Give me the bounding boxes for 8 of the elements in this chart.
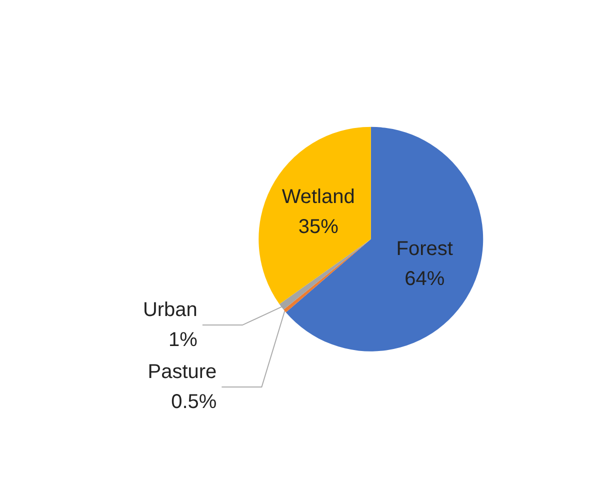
slice-label: Pasture — [148, 361, 217, 384]
slice-label: Urban — [142, 299, 198, 322]
data-label: 64% — [404, 268, 445, 290]
data-label: 35% — [298, 216, 339, 238]
data-label: 1% — [168, 329, 198, 352]
slice-label: Wetland — [282, 186, 355, 208]
slice-label: Forest — [396, 238, 454, 260]
data-label: 0.5% — [171, 391, 217, 414]
